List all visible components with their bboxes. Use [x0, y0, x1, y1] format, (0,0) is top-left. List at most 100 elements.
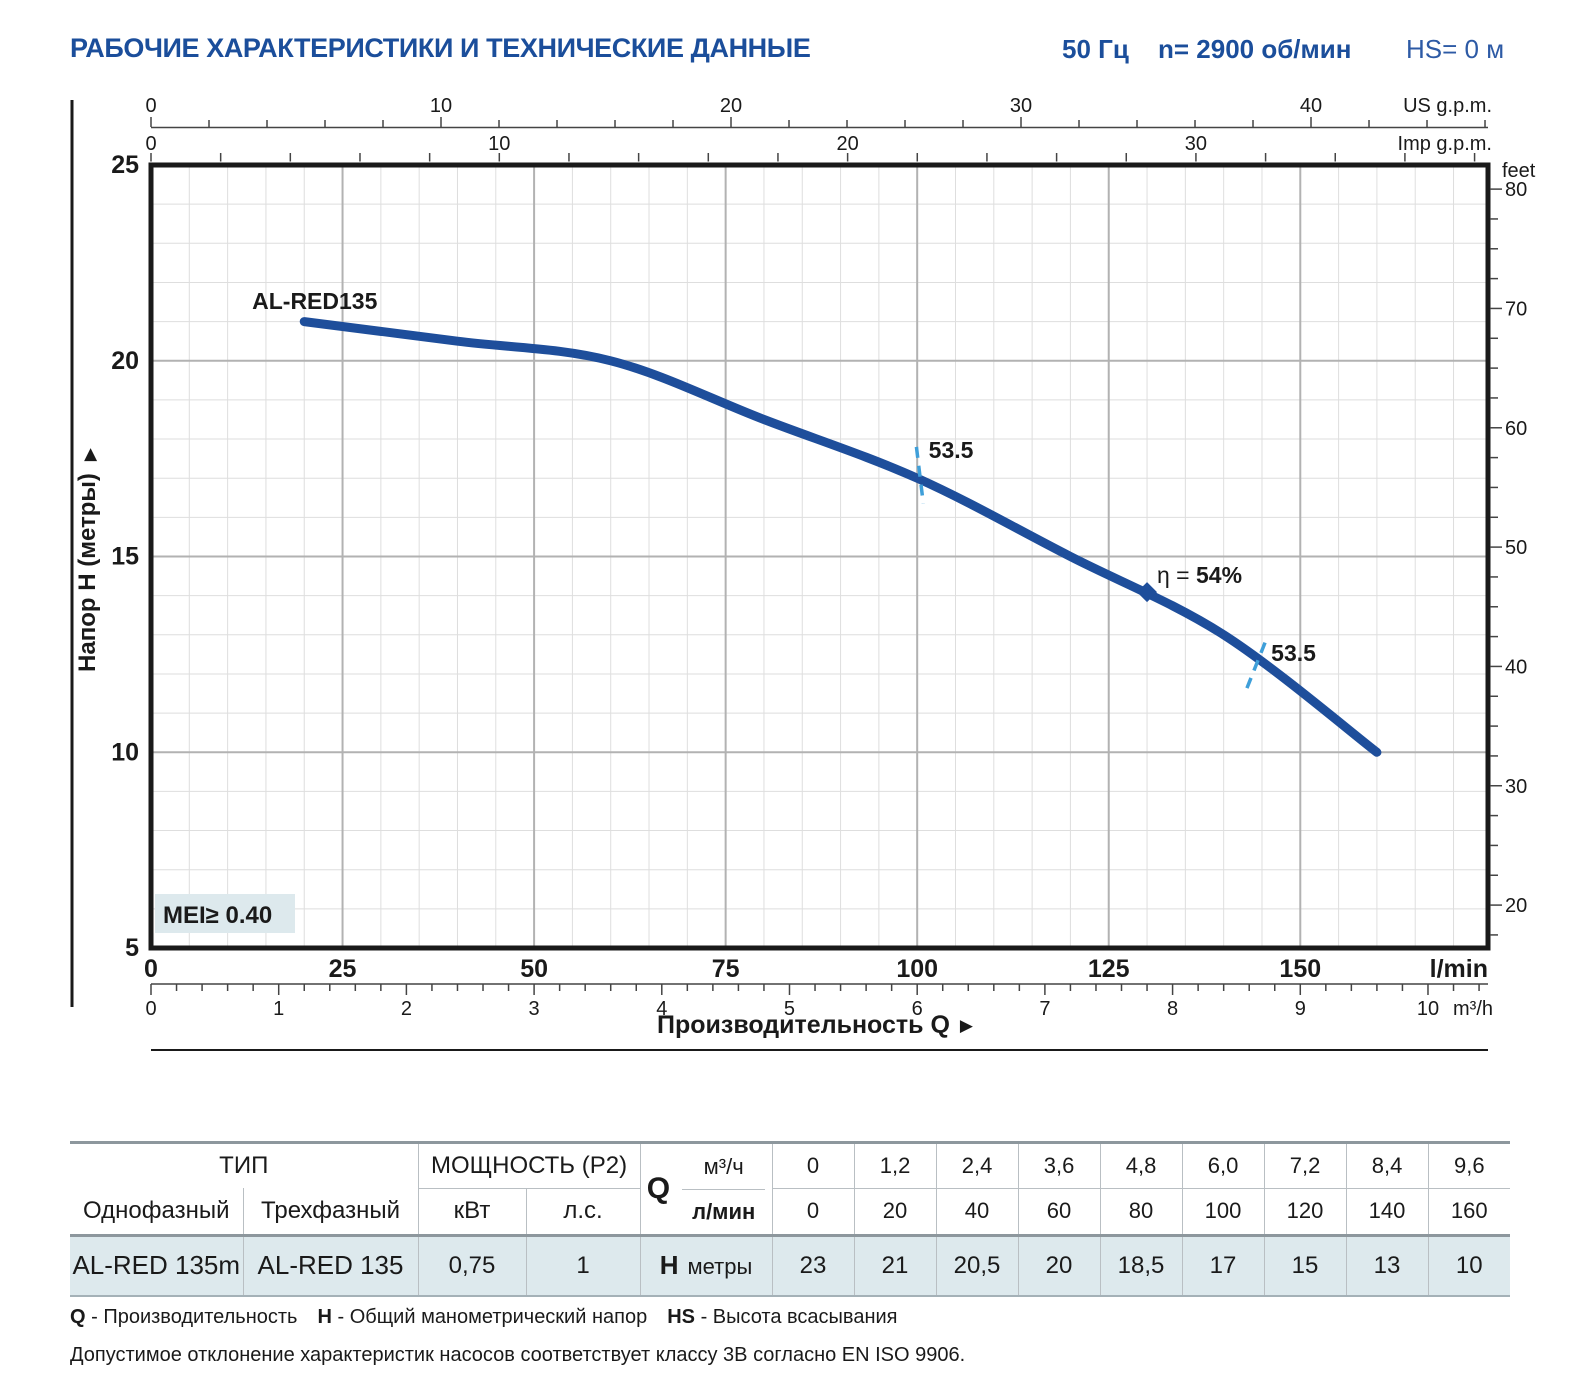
head-value: 17: [1181, 1235, 1265, 1297]
h-unit: метры: [687, 1254, 753, 1280]
model-three-phase: AL-RED 135: [242, 1235, 419, 1297]
imp-gpm-unit-label: Imp g.p.m.: [1398, 133, 1492, 155]
power-hp-value: 1: [525, 1235, 641, 1297]
pump-curve: [299, 317, 1382, 757]
us-gpm-tick-label: 10: [430, 95, 452, 117]
meters-tick-label: 20: [111, 347, 139, 375]
q-header-cell: Q м³/ч л/мин: [639, 1142, 773, 1237]
lmin-tick-label: 75: [712, 955, 740, 983]
q-unit-m3h: м³/ч: [682, 1144, 766, 1190]
lmin-tick-label: 25: [329, 955, 357, 983]
q-lmin-value: 60: [1017, 1188, 1101, 1238]
m3h-tick-label: 6: [912, 998, 923, 1020]
lmin-tick-label: 50: [520, 955, 548, 983]
q-m3h-value: 0: [771, 1142, 855, 1189]
m3h-tick-label: 3: [529, 998, 540, 1020]
m3h-tick-label: 1: [273, 998, 284, 1020]
efficiency-label: η = 54%: [1157, 562, 1242, 588]
q-m3h-value: 9,6: [1427, 1142, 1511, 1189]
col-header-power: МОЩНОСТЬ (P2): [417, 1142, 641, 1189]
col-header-hp: л.с.: [525, 1188, 641, 1238]
m3h-unit-label: m³/h: [1453, 998, 1493, 1020]
efficiency-mark-label: 53.5: [929, 437, 974, 463]
us-gpm-unit-label: US g.p.m.: [1403, 95, 1492, 117]
feet-tick-label: 40: [1505, 656, 1527, 678]
meters-tick-label: 10: [111, 738, 139, 766]
q-unit-lmin: л/мин: [692, 1199, 756, 1224]
page-title: РАБОЧИЕ ХАРАКТЕРИСТИКИ И ТЕХНИЧЕСКИЕ ДАН…: [70, 33, 811, 63]
feet-tick-label: 20: [1505, 895, 1527, 917]
lmin-tick-label: 150: [1279, 955, 1321, 983]
technical-data-table: ТИП МОЩНОСТЬ (P2) Q м³/ч л/мин 0 1,2 2,4…: [70, 1141, 1511, 1297]
lmin-tick-label: 125: [1088, 955, 1130, 983]
head-value: 18,5: [1099, 1235, 1183, 1297]
power-kw-value: 0,75: [417, 1235, 527, 1297]
us-gpm-tick-label: 20: [720, 95, 742, 117]
frequency-value: 50 Гц: [1062, 34, 1129, 64]
lmin-tick-label: 0: [144, 955, 158, 983]
q-lmin-value: 80: [1099, 1188, 1183, 1238]
imp-gpm-tick-label: 30: [1185, 133, 1207, 155]
feet-tick-label: 70: [1505, 298, 1527, 320]
q-m3h-value: 6,0: [1181, 1142, 1265, 1189]
col-header-three-phase: Трехфазный: [242, 1188, 419, 1238]
head-value: 23: [771, 1235, 855, 1297]
feet-unit-label: feet: [1502, 160, 1536, 182]
us-gpm-tick-label: 40: [1300, 95, 1322, 117]
feet-tick-label: 50: [1505, 537, 1527, 559]
head-value: 15: [1263, 1235, 1347, 1297]
us-gpm-tick-label: 30: [1010, 95, 1032, 117]
plot-border: [148, 162, 1491, 951]
col-header-kw: кВт: [417, 1188, 527, 1238]
q-lmin-value: 0: [771, 1188, 855, 1238]
efficiency-mark-label: 53.5: [1271, 640, 1316, 666]
m3h-tick-label: 8: [1167, 998, 1178, 1020]
m3h-tick-label: 10: [1417, 998, 1439, 1020]
m3h-tick-label: 4: [656, 998, 667, 1020]
m3h-tick-label: 0: [145, 998, 156, 1020]
q-lmin-value: 20: [853, 1188, 937, 1238]
lmin-unit-label: l/min: [1430, 955, 1488, 983]
q-lmin-value: 160: [1427, 1188, 1511, 1238]
imp-gpm-tick-label: 10: [488, 133, 510, 155]
tolerance-footnote: Допустимое отклонение характеристик насо…: [70, 1344, 966, 1366]
imp-gpm-tick-label: 0: [145, 133, 156, 155]
feet-tick-label: 80: [1505, 179, 1527, 201]
q-m3h-value: 8,4: [1345, 1142, 1429, 1189]
meters-tick-label: 15: [111, 543, 139, 571]
suction-height-value: HS= 0 м: [1406, 34, 1505, 64]
efficiency-point: [1137, 582, 1158, 603]
m3h-tick-label: 9: [1295, 998, 1306, 1020]
efficiency-mark-dash: [914, 446, 926, 504]
feet-tick-label: 60: [1505, 418, 1527, 440]
legend-footnote: Q - Производительность H - Общий манометр…: [70, 1306, 898, 1328]
q-lmin-value: 120: [1263, 1188, 1347, 1238]
q-m3h-value: 3,6: [1017, 1142, 1101, 1189]
col-header-type: ТИП: [219, 1152, 269, 1180]
x-axis-title: Производительность Q ▶: [657, 1011, 974, 1039]
feet-tick-label: 30: [1505, 776, 1527, 798]
q-m3h-value: 4,8: [1099, 1142, 1183, 1189]
mei-box: [155, 894, 295, 933]
meters-tick-label: 25: [111, 151, 139, 179]
mei-label: MEI≥ 0.40: [163, 902, 272, 929]
q-lmin-value: 40: [935, 1188, 1019, 1238]
m3h-tick-label: 2: [401, 998, 412, 1020]
imp-gpm-tick-label: 20: [836, 133, 858, 155]
q-lmin-value: 140: [1345, 1188, 1429, 1238]
q-symbol: Q: [646, 1172, 671, 1205]
m3h-tick-label: 7: [1039, 998, 1050, 1020]
head-value: 13: [1345, 1235, 1429, 1297]
head-value: 20,5: [935, 1235, 1019, 1297]
head-value: 20: [1017, 1235, 1101, 1297]
m3h-tick-label: 5: [784, 998, 795, 1020]
pump-performance-chart: 0 10 20 30 40 US g.p.m.0 10 20 30 Imp g.p.m.0 25 50…: [70, 95, 1536, 1051]
y-axis-title: Напор H (метры)▶: [74, 447, 101, 672]
q-m3h-value: 1,2: [853, 1142, 937, 1189]
efficiency-mark-dash: [1243, 641, 1267, 694]
lmin-tick-label: 100: [896, 955, 938, 983]
head-value: 10: [1427, 1235, 1511, 1297]
q-m3h-value: 7,2: [1263, 1142, 1347, 1189]
head-row-label: H метры: [639, 1235, 773, 1297]
